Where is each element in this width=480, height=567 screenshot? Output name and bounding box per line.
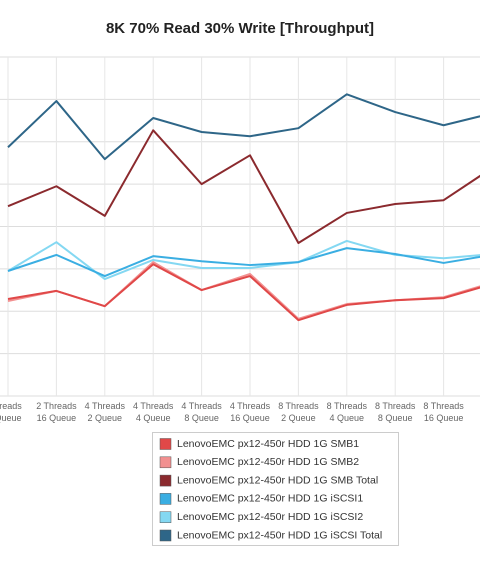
legend-swatch: [159, 474, 172, 487]
legend-label: LenovoEMC px12-450r HDD 1G SMB2: [177, 456, 359, 468]
legend-swatch: [159, 438, 172, 450]
legend-swatch: [159, 529, 172, 542]
legend-swatch: [159, 511, 172, 523]
legend-label: LenovoEMC px12-450r HDD 1G iSCSI Total: [177, 529, 382, 541]
x-tick-label: 8 Threads 2 Queue: [278, 401, 319, 423]
series-line: [7, 247, 480, 278]
series-line: [7, 261, 480, 320]
x-tick-label: 8 Threads 4 Queue: [327, 401, 368, 423]
x-tick-label: 8 Threads 8 Queue: [375, 401, 416, 423]
legend-swatch: [159, 493, 172, 505]
x-tick-label: 8 Threads 16 Queue: [423, 401, 464, 423]
x-tick-label: 4 Threads 2 Queue: [85, 401, 126, 423]
legend-label: LenovoEMC px12-450r HDD 1G SMB1: [177, 438, 359, 450]
series-line: [7, 239, 480, 281]
x-tick-label: 4 Threads 8 Queue: [181, 401, 222, 423]
legend-label: LenovoEMC px12-450r HDD 1G iSCSI2: [177, 511, 363, 523]
x-tick-label: hreadsQueue: [0, 401, 22, 423]
series-line: [7, 263, 480, 322]
x-tick-label: 4 Threads 4 Queue: [133, 401, 174, 423]
series-line: [7, 93, 480, 161]
legend-label: LenovoEMC px12-450r HDD 1G SMB Total: [177, 474, 378, 486]
series-line: [7, 129, 480, 245]
legend-swatch: [159, 456, 172, 469]
x-tick-label: 4 Threads 16 Queue: [230, 401, 271, 423]
chart-title: 8K 70% Read 30% Write [Throughput]: [106, 20, 374, 37]
legend-box: [152, 432, 399, 546]
legend-label: LenovoEMC px12-450r HDD 1G iSCSI1: [177, 493, 363, 505]
x-tick-label: 2 Threads 16 Queue: [36, 401, 77, 423]
